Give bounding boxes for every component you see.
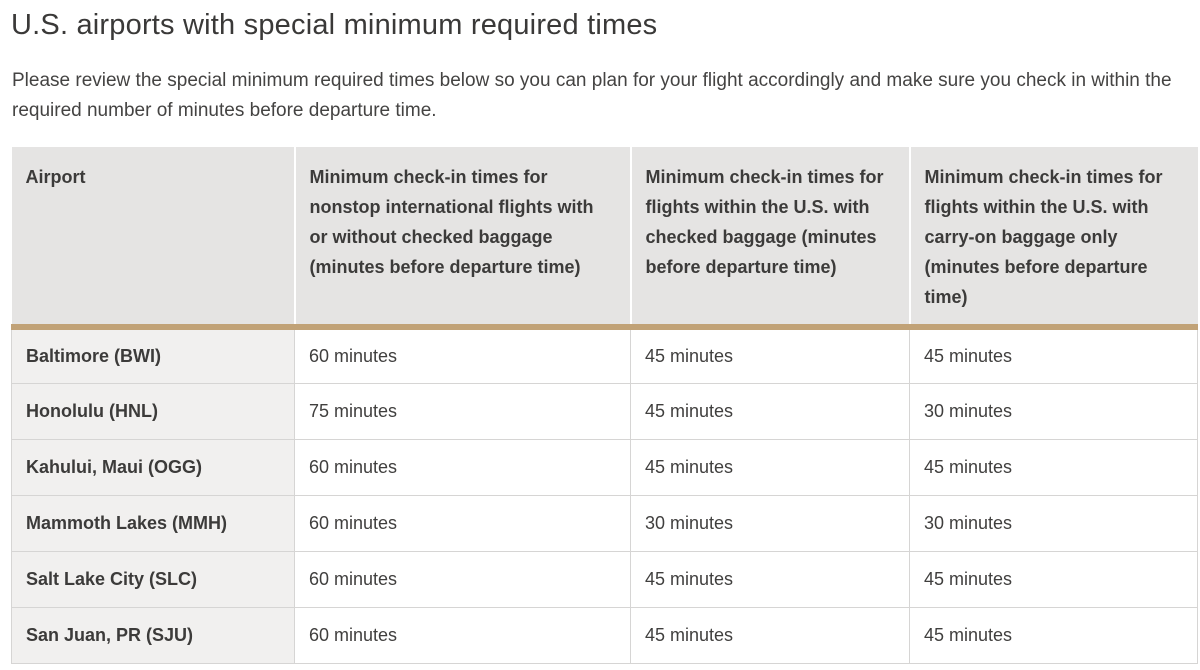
minutes-value-cell: 45 minutes: [630, 382, 910, 440]
table-body: Baltimore (BWI) 60 minutes 45 minutes 45 mi…: [11, 326, 1198, 664]
table-row: Baltimore (BWI) 60 minutes 45 minutes 45 mi…: [11, 326, 1198, 384]
minutes-value-cell: 45 minutes: [909, 438, 1198, 496]
table-row: Honolulu (HNL) 75 minutes 45 minutes 30 min…: [11, 382, 1198, 440]
airport-name-cell: Mammoth Lakes (MMH): [11, 494, 295, 552]
minutes-value-cell: 45 minutes: [630, 438, 910, 496]
table-row: San Juan, PR (SJU) 60 minutes 45 minutes 45…: [11, 606, 1198, 664]
airport-name-cell: San Juan, PR (SJU): [11, 606, 295, 664]
minutes-value-cell: 45 minutes: [630, 326, 910, 384]
minutes-value-cell: 60 minutes: [294, 326, 631, 384]
minutes-value-cell: 30 minutes: [630, 494, 910, 552]
page-title: U.S. airports with special minimum requi…: [11, 9, 658, 41]
minutes-value-cell: 60 minutes: [294, 606, 631, 664]
intro-paragraph: Please review the special minimum requir…: [12, 70, 1172, 122]
minutes-value-cell: 60 minutes: [294, 494, 631, 552]
airport-name-cell: Honolulu (HNL): [11, 382, 295, 440]
minutes-value-cell: 45 minutes: [630, 550, 910, 608]
column-header-airport: Airport: [11, 147, 295, 331]
minutes-value-cell: 75 minutes: [294, 382, 631, 440]
column-header-international: Minimum check-in times for nonstop inter…: [293, 147, 631, 331]
minutes-value-cell: 30 minutes: [909, 494, 1198, 552]
airport-name-cell: Kahului, Maui (OGG): [11, 438, 295, 496]
minutes-value-cell: 45 minutes: [630, 606, 910, 664]
minutes-value-cell: 45 minutes: [909, 326, 1198, 384]
table-row: Mammoth Lakes (MMH) 60 minutes 30 minutes 3…: [11, 494, 1198, 552]
airport-name-cell: Baltimore (BWI): [11, 326, 295, 384]
minutes-value-cell: 45 minutes: [909, 550, 1198, 608]
column-header-domestic-checked: Minimum check-in times for flights withi…: [629, 147, 910, 331]
airport-name-cell: Salt Lake City (SLC): [11, 550, 295, 608]
table-header-row: Airport Minimum check-in times for nonst…: [11, 147, 1198, 331]
table-row: Salt Lake City (SLC) 60 minutes 45 minutes…: [11, 550, 1198, 608]
table-row: Kahului, Maui (OGG) 60 minutes 45 minutes 4…: [11, 438, 1198, 496]
minutes-value-cell: 60 minutes: [294, 550, 631, 608]
minutes-value-cell: 30 minutes: [909, 382, 1198, 440]
minimum-times-table: Airport Minimum check-in times for nonst…: [11, 147, 1198, 664]
minutes-value-cell: 60 minutes: [294, 438, 631, 496]
column-header-domestic-carryon: Minimum check-in times for flights withi…: [908, 147, 1198, 331]
minutes-value-cell: 45 minutes: [909, 606, 1198, 664]
